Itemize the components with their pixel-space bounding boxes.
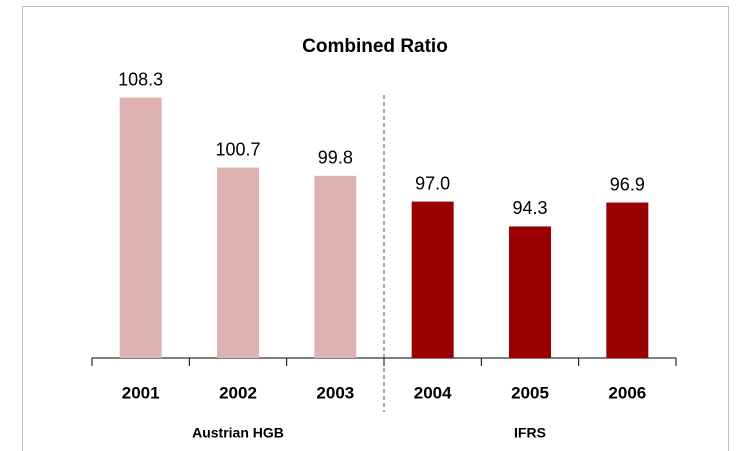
x-tick-label: 2006 [608,383,646,402]
group-label: Austrian HGB [192,425,284,441]
x-tick-label: 2002 [219,383,257,402]
value-label: 99.8 [318,148,353,168]
value-label: 94.3 [512,198,547,218]
bar [314,175,357,358]
value-label: 108.3 [118,69,163,89]
group-label: IFRS [514,425,546,441]
chart-title: Combined Ratio [302,36,448,57]
x-tick-label: 2004 [414,383,452,402]
bar [606,202,649,358]
bar [509,226,551,358]
x-tick-label: 2005 [511,383,549,402]
value-label: 96.9 [610,174,645,194]
value-label: 100.7 [215,139,260,159]
bar [119,97,162,358]
x-tick-label: 2001 [122,383,160,402]
value-label: 97.0 [415,173,450,193]
bar [411,201,454,358]
bar [217,167,259,358]
x-tick-label: 2003 [316,383,354,402]
